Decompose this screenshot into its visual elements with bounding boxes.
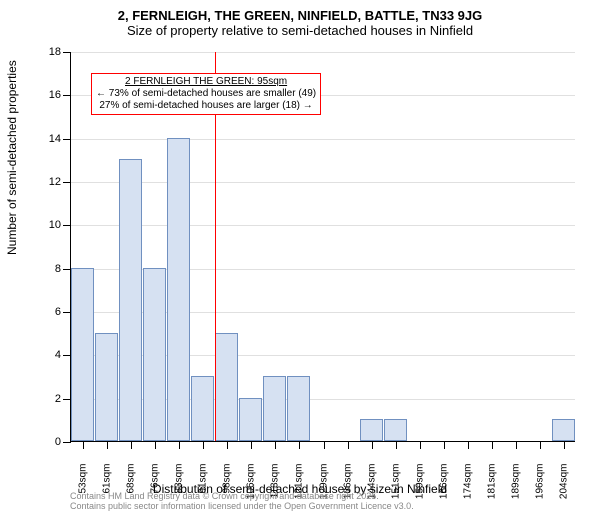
y-tick-label: 10 xyxy=(41,219,61,231)
x-tick xyxy=(324,441,325,449)
footer-line1: Contains HM Land Registry data © Crown c… xyxy=(70,492,414,502)
x-tick xyxy=(227,441,228,449)
x-tick xyxy=(492,441,493,449)
histogram-bar xyxy=(71,268,94,441)
y-tick xyxy=(63,355,71,356)
x-tick xyxy=(83,441,84,449)
y-tick xyxy=(63,225,71,226)
y-tick xyxy=(63,52,71,53)
y-axis-label: Number of semi-detached properties xyxy=(5,60,19,255)
annotation-line2: 27% of semi-detached houses are larger (… xyxy=(96,100,316,112)
x-tick xyxy=(275,441,276,449)
annotation-line1: ← 73% of semi-detached houses are smalle… xyxy=(96,88,316,100)
histogram-bar xyxy=(143,268,166,441)
x-tick xyxy=(372,441,373,449)
x-tick xyxy=(131,441,132,449)
grid-line xyxy=(71,225,575,226)
y-tick xyxy=(63,95,71,96)
y-tick xyxy=(63,139,71,140)
footer-line2: Contains public sector information licen… xyxy=(70,502,414,512)
y-tick xyxy=(63,182,71,183)
x-tick xyxy=(107,441,108,449)
y-tick-label: 16 xyxy=(41,89,61,101)
y-tick-label: 2 xyxy=(41,393,61,405)
footer-text: Contains HM Land Registry data © Crown c… xyxy=(70,492,414,512)
y-tick-label: 6 xyxy=(41,306,61,318)
x-tick xyxy=(299,441,300,449)
y-tick-label: 8 xyxy=(41,263,61,275)
y-tick xyxy=(63,399,71,400)
x-tick xyxy=(203,441,204,449)
grid-line xyxy=(71,182,575,183)
y-tick-label: 12 xyxy=(41,176,61,188)
histogram-bar xyxy=(215,333,238,441)
plot-area: 02468101214161853sqm61sqm68sqm76sqm83sqm… xyxy=(70,52,575,442)
chart-title-line1: 2, FERNLEIGH, THE GREEN, NINFIELD, BATTL… xyxy=(0,8,600,23)
histogram-bar xyxy=(119,159,142,441)
histogram-bar xyxy=(263,376,286,441)
x-tick xyxy=(516,441,517,449)
x-tick xyxy=(396,441,397,449)
histogram-bar xyxy=(167,138,190,441)
grid-line xyxy=(71,139,575,140)
x-tick xyxy=(155,441,156,449)
y-tick-label: 4 xyxy=(41,349,61,361)
histogram-bar xyxy=(552,419,575,441)
x-tick xyxy=(420,441,421,449)
grid-line xyxy=(71,52,575,53)
annotation-box: 2 FERNLEIGH THE GREEN: 95sqm← 73% of sem… xyxy=(91,73,321,115)
chart-container: 2, FERNLEIGH, THE GREEN, NINFIELD, BATTL… xyxy=(0,8,600,508)
annotation-title: 2 FERNLEIGH THE GREEN: 95sqm xyxy=(96,76,316,88)
x-tick xyxy=(179,441,180,449)
x-tick xyxy=(564,441,565,449)
y-tick-label: 0 xyxy=(41,436,61,448)
histogram-bar xyxy=(360,419,383,441)
y-tick-label: 18 xyxy=(41,46,61,58)
x-tick xyxy=(540,441,541,449)
y-tick xyxy=(63,312,71,313)
histogram-bar xyxy=(191,376,214,441)
x-tick xyxy=(251,441,252,449)
chart-title-line2: Size of property relative to semi-detach… xyxy=(0,23,600,38)
y-tick xyxy=(63,269,71,270)
x-tick xyxy=(444,441,445,449)
x-tick xyxy=(348,441,349,449)
y-tick xyxy=(63,442,71,443)
histogram-bar xyxy=(239,398,262,441)
histogram-bar xyxy=(384,419,407,441)
histogram-bar xyxy=(287,376,310,441)
histogram-bar xyxy=(95,333,118,441)
x-tick xyxy=(468,441,469,449)
y-tick-label: 14 xyxy=(41,133,61,145)
